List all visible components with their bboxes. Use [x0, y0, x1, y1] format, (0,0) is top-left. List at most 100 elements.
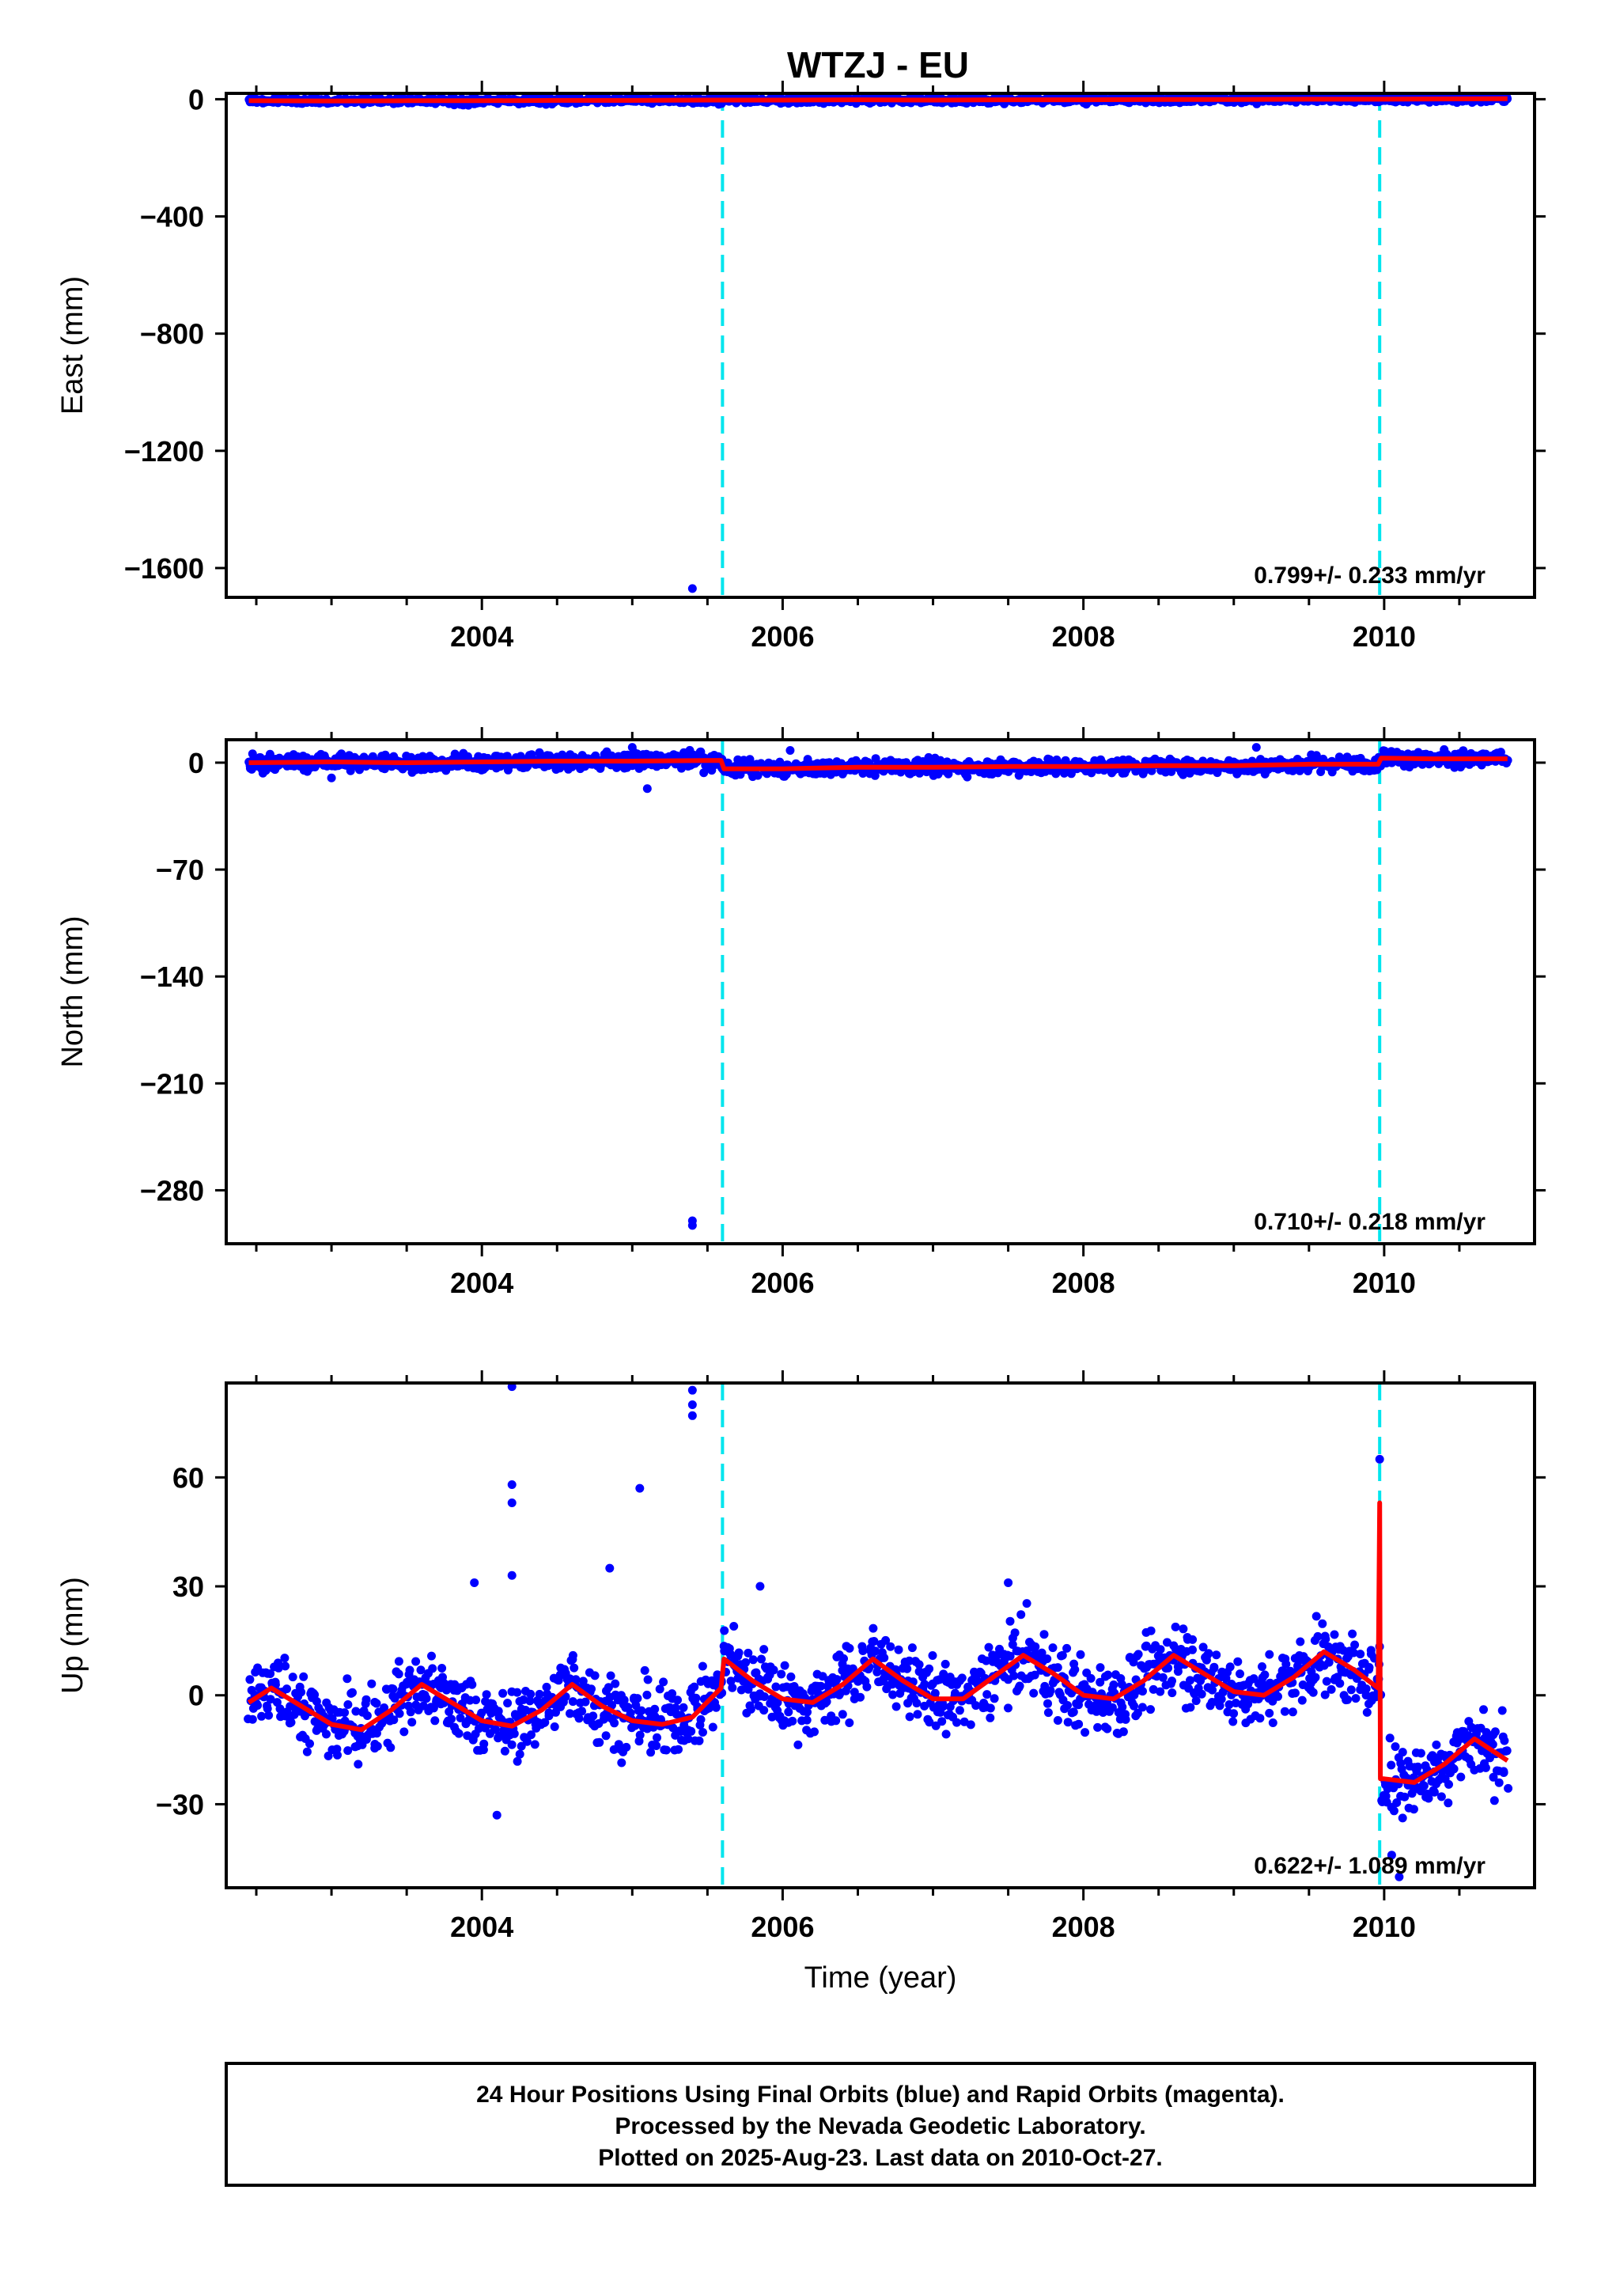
- data-point: [640, 1665, 649, 1675]
- data-point: [343, 1746, 353, 1756]
- outlier-point: [507, 1570, 517, 1580]
- data-point: [650, 1704, 660, 1714]
- data-point: [405, 1665, 414, 1675]
- data-point: [454, 1729, 464, 1738]
- data-point: [1062, 1643, 1072, 1653]
- data-point: [467, 1680, 477, 1689]
- data-point: [1031, 1642, 1040, 1651]
- data-point: [389, 1715, 399, 1725]
- data-point: [1022, 1599, 1031, 1608]
- data-point: [604, 1683, 613, 1692]
- data-point: [1081, 1728, 1090, 1737]
- data-point: [305, 1739, 314, 1749]
- data-point: [1009, 1671, 1019, 1680]
- data-point: [280, 1654, 290, 1663]
- data-point: [372, 1699, 381, 1708]
- x-tick-label: 2008: [1052, 1911, 1115, 1943]
- data-point: [907, 1643, 917, 1653]
- data-point: [891, 1702, 901, 1711]
- data-point: [773, 1698, 782, 1707]
- data-point: [257, 1711, 267, 1721]
- data-point: [570, 1663, 579, 1673]
- data-point: [1103, 1724, 1112, 1733]
- data-point: [713, 1670, 722, 1680]
- data-point: [695, 1736, 704, 1745]
- data-point: [1008, 1640, 1017, 1650]
- data-point: [340, 1708, 350, 1718]
- data-point: [925, 1718, 934, 1727]
- data-point: [687, 1726, 696, 1736]
- data-point: [1398, 1748, 1407, 1757]
- data-point: [626, 1708, 635, 1718]
- velocity-rate-label: 0.622+/- 1.089 mm/yr: [1254, 1853, 1486, 1879]
- y-tick-label: −1600: [124, 552, 204, 585]
- data-point: [784, 1707, 793, 1717]
- data-point: [635, 1730, 645, 1740]
- data-point: [1179, 1624, 1188, 1634]
- outlier-point: [755, 1582, 765, 1591]
- data-point: [1424, 1794, 1433, 1803]
- y-tick-label: −140: [140, 960, 204, 993]
- data-point: [566, 1709, 574, 1718]
- data-point: [367, 1679, 377, 1688]
- data-point: [1121, 1714, 1130, 1724]
- data-point: [373, 1741, 382, 1751]
- data-point: [1499, 1767, 1508, 1776]
- data-point: [1274, 1692, 1282, 1701]
- data-point: [1481, 1763, 1490, 1772]
- data-point: [288, 1673, 297, 1682]
- data-point: [1419, 1781, 1429, 1790]
- data-point: [282, 1684, 291, 1694]
- data-point: [871, 1646, 880, 1656]
- data-point: [1318, 1619, 1327, 1628]
- data-point: [1432, 1740, 1441, 1749]
- data-point: [1308, 1688, 1318, 1697]
- data-point: [581, 1697, 590, 1707]
- data-point: [1346, 1685, 1356, 1695]
- data-point: [1138, 1687, 1147, 1696]
- footer-frame: [225, 2062, 1536, 2187]
- data-point: [683, 1734, 693, 1744]
- x-tick-label: 2008: [1052, 1267, 1115, 1299]
- data-point: [1005, 1616, 1015, 1626]
- data-point: [422, 1694, 431, 1703]
- outlier-point: [507, 1498, 517, 1507]
- data-point: [503, 1699, 513, 1708]
- data-point: [1296, 1637, 1305, 1646]
- data-point: [1117, 1680, 1126, 1689]
- data-point: [939, 1669, 948, 1679]
- data-point: [869, 1637, 879, 1646]
- data-point: [913, 1710, 922, 1719]
- data-point: [1228, 1717, 1238, 1726]
- data-point: [248, 1714, 257, 1724]
- data-point: [1149, 1684, 1158, 1694]
- x-tick-label: 2004: [450, 1911, 513, 1943]
- data-point: [535, 1689, 544, 1699]
- data-point: [881, 1635, 891, 1645]
- data-point: [655, 1684, 664, 1694]
- model-line: [248, 96, 1508, 104]
- plot-frame: [225, 92, 1536, 599]
- y-tick-label: −800: [140, 318, 204, 350]
- data-point: [1164, 1663, 1173, 1673]
- data-point: [619, 1695, 629, 1705]
- data-point: [734, 1648, 744, 1658]
- data-point: [653, 1733, 661, 1742]
- data-point: [1074, 1719, 1084, 1729]
- data-point: [1489, 1772, 1498, 1782]
- data-point: [698, 1728, 707, 1737]
- data-point: [1191, 1696, 1201, 1706]
- outlier-point: [1004, 1578, 1013, 1587]
- data-point: [245, 1675, 255, 1684]
- data-point: [920, 1680, 929, 1689]
- data-point: [354, 1760, 363, 1769]
- data-point: [912, 1699, 922, 1708]
- data-point: [1361, 1691, 1371, 1700]
- data-point: [1016, 1610, 1026, 1620]
- data-point: [1147, 766, 1156, 775]
- data-point: [952, 1718, 961, 1727]
- data-point: [802, 1715, 812, 1725]
- outlier-point: [470, 1578, 479, 1587]
- data-point: [1048, 1643, 1058, 1653]
- data-point: [1188, 1645, 1197, 1654]
